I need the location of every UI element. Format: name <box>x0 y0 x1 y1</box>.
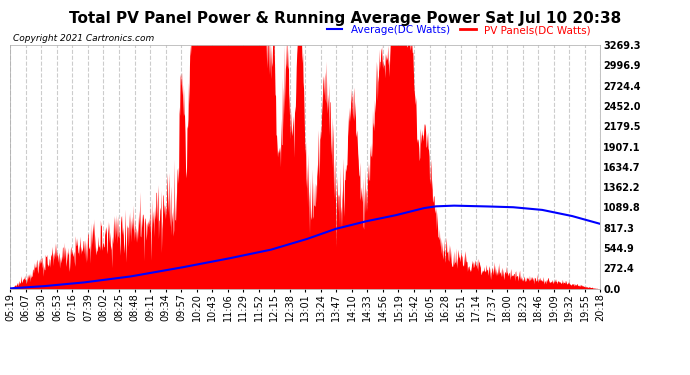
Text: Copyright 2021 Cartronics.com: Copyright 2021 Cartronics.com <box>13 34 155 43</box>
Text: Total PV Panel Power & Running Average Power Sat Jul 10 20:38: Total PV Panel Power & Running Average P… <box>69 11 621 26</box>
Legend: Average(DC Watts), PV Panels(DC Watts): Average(DC Watts), PV Panels(DC Watts) <box>323 21 595 39</box>
